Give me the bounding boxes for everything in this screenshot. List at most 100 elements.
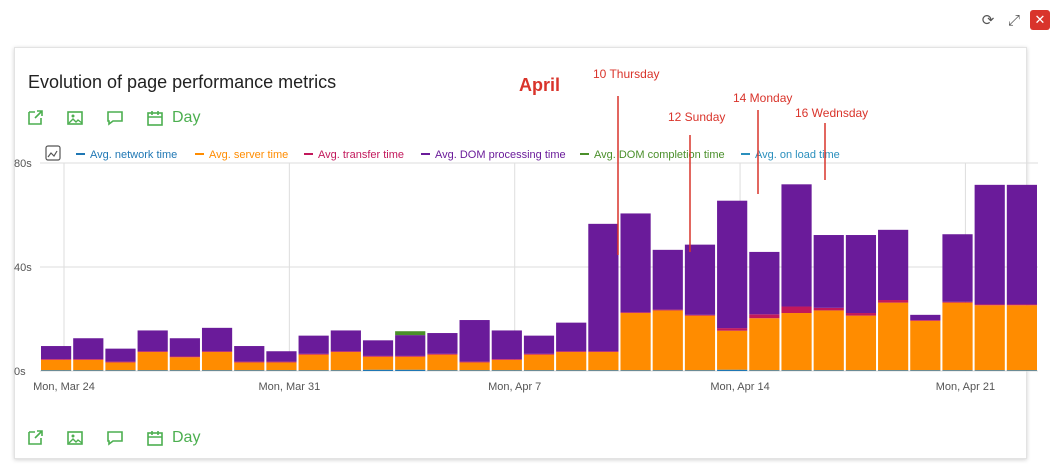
bar-segment-network xyxy=(942,370,973,371)
bar-segment-server xyxy=(491,359,522,371)
bar-segment-transfer xyxy=(137,351,168,353)
bar-segment-network xyxy=(105,370,136,371)
bar-segment-server xyxy=(813,310,844,371)
bar-segment-server xyxy=(620,313,651,371)
bar-segment-transfer xyxy=(878,300,909,303)
bar-segment-transfer xyxy=(395,355,426,357)
bar-segment-server xyxy=(878,302,909,371)
bar-segment-network xyxy=(41,370,72,371)
bar-segment-network xyxy=(781,370,812,371)
bar-segment-transfer xyxy=(652,309,683,311)
bar-segment-network xyxy=(234,370,265,371)
annotation-label: 12 Sunday xyxy=(668,110,725,124)
x-tick-label: Mon, Apr 14 xyxy=(710,381,769,393)
image-icon[interactable] xyxy=(66,109,84,127)
collapse-icon[interactable]: ⤢ xyxy=(1007,11,1020,29)
legend-toggle-icon xyxy=(47,150,58,158)
chart-toolbar-top: Day xyxy=(26,109,200,127)
bar-segment-network xyxy=(330,370,361,371)
period-day-selector[interactable]: Day xyxy=(172,429,201,446)
bar-segment-dom_processing xyxy=(942,234,973,302)
bar-segment-dom_processing xyxy=(910,314,941,321)
bar-segment-network xyxy=(1006,370,1037,371)
export-icon[interactable] xyxy=(26,429,44,447)
bar-segment-dom_processing xyxy=(813,235,844,308)
bar-segment-server xyxy=(298,354,329,371)
legend-item: Avg. DOM processing time xyxy=(435,149,566,161)
annotation-icon[interactable] xyxy=(106,429,124,447)
bar-segment-dom_processing xyxy=(620,213,651,313)
bar-segment-server xyxy=(427,354,458,371)
bar-segment-dom_processing xyxy=(781,184,812,307)
bar-segment-dom_processing xyxy=(717,200,748,329)
bar-segment-server xyxy=(395,356,426,370)
export-icon[interactable] xyxy=(26,109,44,127)
bar-segment-network xyxy=(588,370,619,371)
bar-segment-transfer xyxy=(684,314,716,316)
bar-segment-network xyxy=(395,369,426,371)
bar-segment-network xyxy=(717,369,748,371)
bar-segment-transfer xyxy=(169,356,200,358)
highlight-label: April xyxy=(519,75,560,95)
bar-segment-network xyxy=(169,370,200,371)
bar-segment-dom_processing xyxy=(459,320,490,362)
bar-segment-dom_processing xyxy=(652,249,683,310)
bar-segment-transfer xyxy=(234,361,265,363)
bar-segment-transfer xyxy=(620,312,651,314)
bar-segment-dom_processing xyxy=(330,330,361,352)
annotation-icon[interactable] xyxy=(106,109,124,127)
annotation-label: 16 Wednsday xyxy=(795,106,868,120)
bar-segment-server xyxy=(41,359,72,371)
bar-segment-dom_processing xyxy=(523,335,555,354)
legend-item: Avg. server time xyxy=(209,149,288,161)
bar-segment-transfer xyxy=(427,353,458,355)
bar-segment-transfer xyxy=(910,320,941,321)
bar-segment-dom_processing xyxy=(362,340,394,356)
y-tick-label: 80s xyxy=(14,158,32,170)
bar-segment-transfer xyxy=(556,351,587,353)
bar-segment-transfer xyxy=(266,361,297,363)
refresh-icon[interactable]: ⟳ xyxy=(981,11,995,29)
bar-segment-transfer xyxy=(1006,304,1037,306)
calendar-icon[interactable] xyxy=(146,429,164,447)
bar-segment-transfer xyxy=(974,304,1005,306)
bar-segment-server xyxy=(362,356,394,370)
x-tick-label: Mon, Apr 7 xyxy=(488,381,541,393)
image-icon[interactable] xyxy=(66,429,84,447)
bar-segment-network xyxy=(137,370,168,371)
bar-segment-dom_completion xyxy=(395,331,426,336)
bar-segment-server xyxy=(684,315,716,371)
period-day-selector[interactable]: Day xyxy=(172,109,201,126)
bar-segment-dom_processing xyxy=(491,330,522,360)
bar-segment-dom_processing xyxy=(1006,184,1037,305)
legend-item: Avg. transfer time xyxy=(318,149,404,161)
bar-segment-dom_processing xyxy=(878,229,909,301)
bar-segment-transfer xyxy=(459,361,490,363)
legend-item: Avg. on load time xyxy=(755,149,840,161)
x-tick-label: Mon, Apr 21 xyxy=(936,381,995,393)
annotation-label: 10 Thursday xyxy=(593,67,660,81)
bars-layer xyxy=(41,184,1037,371)
bar-segment-transfer xyxy=(781,306,812,314)
bar-segment-dom_processing xyxy=(266,351,297,362)
chart-title: Evolution of page performance metrics xyxy=(28,72,337,92)
x-tick-label: Mon, Mar 31 xyxy=(258,381,320,393)
calendar-icon[interactable] xyxy=(146,109,164,127)
close-button[interactable]: ✕ xyxy=(1030,10,1050,30)
bar-segment-transfer xyxy=(717,328,748,331)
legend-item: Avg. network time xyxy=(90,149,177,161)
bar-segment-server xyxy=(523,354,555,371)
window-controls: ⟳ ⤢ ✕ xyxy=(978,10,1050,30)
bar-segment-transfer xyxy=(942,301,973,303)
bar-segment-network xyxy=(652,370,683,371)
bar-segment-server xyxy=(201,352,233,371)
bar-segment-server xyxy=(717,330,748,370)
bar-segment-network xyxy=(201,370,233,371)
legend: Avg. network time Avg. server time Avg. tr… xyxy=(45,145,840,161)
bar-segment-server xyxy=(1006,305,1037,371)
bar-segment-server xyxy=(169,357,200,371)
bar-segment-network xyxy=(910,370,941,371)
bar-segment-network xyxy=(523,370,555,371)
